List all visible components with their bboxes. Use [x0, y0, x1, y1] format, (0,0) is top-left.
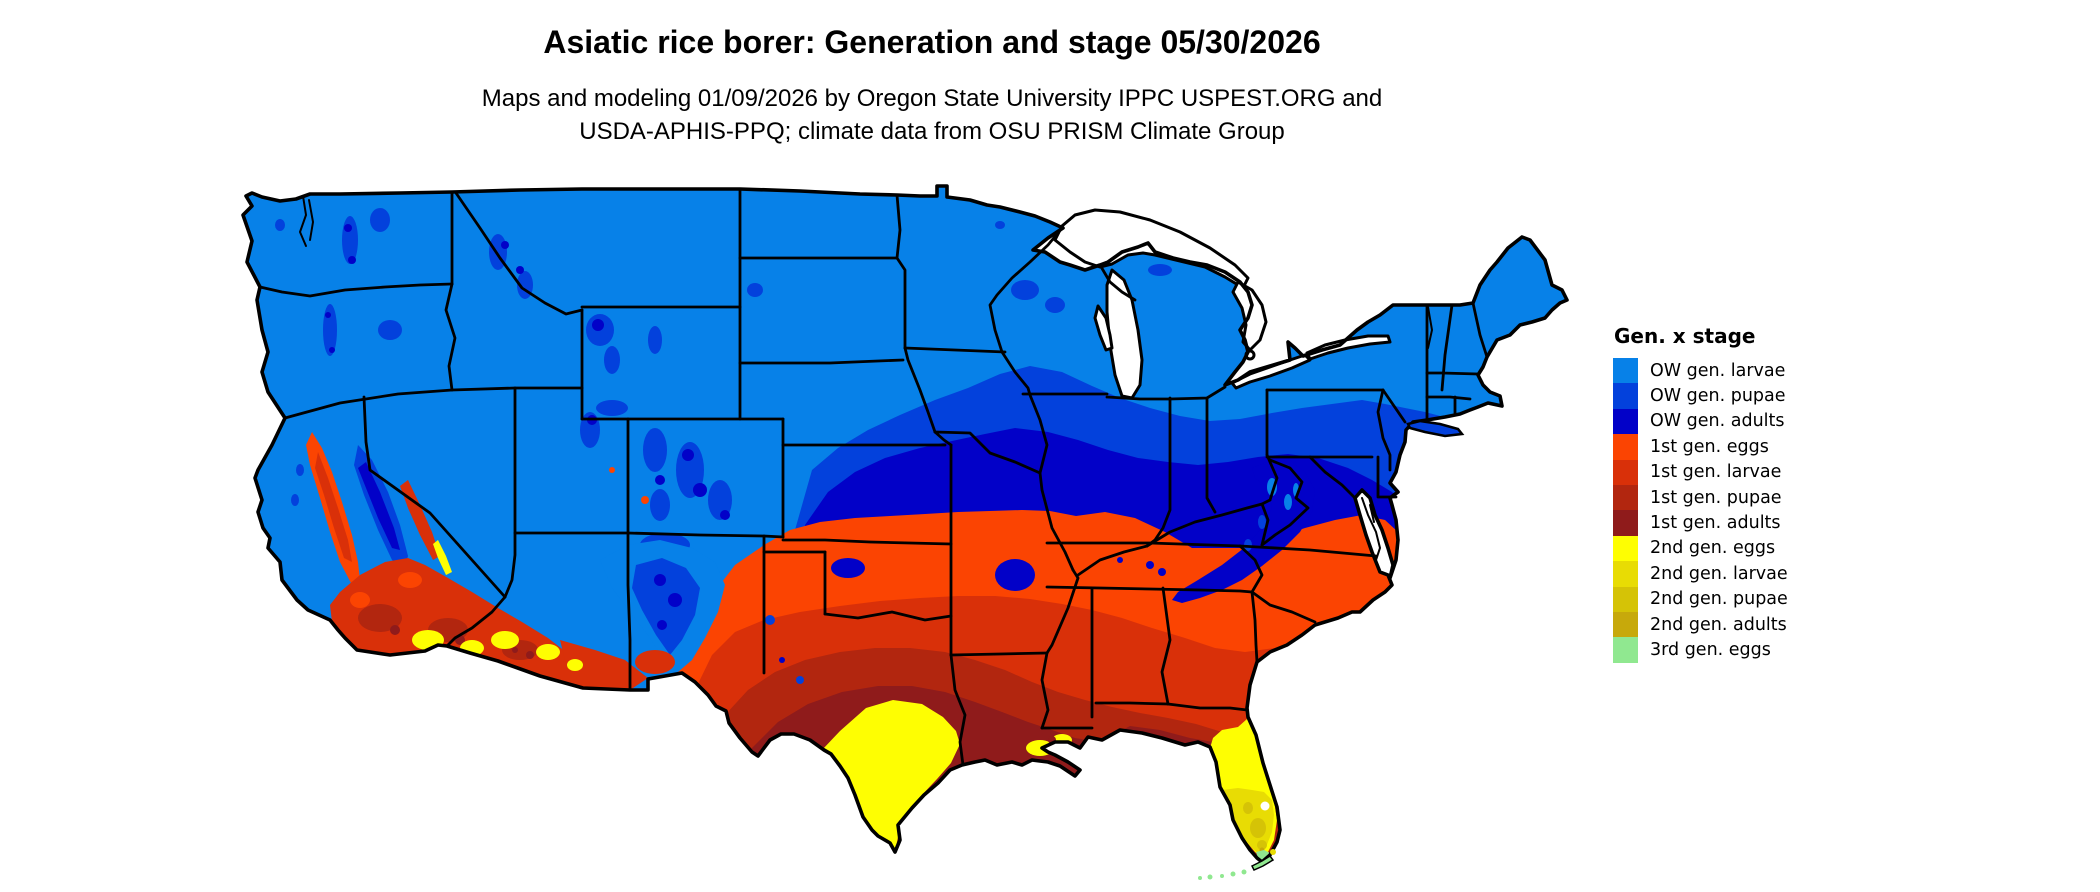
map-title: Asiatic rice borer: Generation and stage…: [543, 24, 1321, 60]
legend-swatch: [1613, 561, 1638, 587]
us-outline: [241, 184, 1569, 864]
legend-swatch: [1613, 383, 1638, 409]
legend-entry: 1st gen. eggs: [1613, 434, 1788, 460]
water-details: [298, 195, 1434, 561]
lake-champlain: [1427, 306, 1434, 349]
legend-entry: 2nd gen. pupae: [1613, 586, 1788, 612]
map-subtitle-line1: Maps and modeling 01/09/2026 by Oregon S…: [481, 85, 1383, 112]
legend-label: OW gen. larvae: [1650, 360, 1786, 381]
lake-ontario: [1305, 334, 1392, 361]
legend-rows: OW gen. larvae OW gen. pupae OW gen. adult…: [1613, 358, 1788, 663]
legend-swatch: [1613, 637, 1638, 663]
legend-label: 3rd gen. eggs: [1650, 639, 1771, 660]
legend: Gen. x stage OW gen. larvae OW gen. pupae…: [1613, 324, 1788, 663]
green-bay: [1093, 304, 1114, 352]
legend-swatch: [1613, 459, 1638, 485]
legend-entry: 2nd gen. eggs: [1613, 535, 1788, 562]
legend-label: 2nd gen. larvae: [1650, 563, 1788, 584]
legend-entry: OW gen. pupae: [1613, 383, 1788, 409]
legend-label: 2nd gen. eggs: [1650, 538, 1776, 559]
legend-swatch: [1613, 358, 1638, 384]
legend-swatch: [1613, 611, 1638, 638]
legend-label: 2nd gen. pupae: [1650, 589, 1788, 610]
long-island: [1406, 419, 1465, 438]
legend-entry: 1st gen. adults: [1613, 510, 1788, 536]
legend-title: Gen. x stage: [1614, 324, 1756, 348]
legend-entry: OW gen. adults: [1613, 408, 1788, 435]
legend-entry: 2nd gen. larvae: [1613, 561, 1788, 587]
map-subtitle: Maps and modeling 01/09/2026 by Oregon S…: [0, 82, 1864, 148]
chesapeake-bay: [1361, 497, 1382, 561]
legend-label: OW gen. adults: [1650, 411, 1785, 432]
map-subtitle-line2: USDA-APHIS-PPQ; climate data from OSU PR…: [579, 118, 1285, 145]
legend-entry: 2nd gen. adults: [1613, 611, 1788, 638]
legend-swatch: [1613, 535, 1638, 562]
legend-entry: 1st gen. larvae: [1613, 459, 1788, 485]
legend-entry: 3rd gen. eggs: [1613, 637, 1788, 663]
legend-label: 1st gen. larvae: [1650, 462, 1782, 483]
legend-entry: OW gen. larvae: [1613, 358, 1788, 384]
puget-sound: [298, 195, 315, 247]
legend-label: 2nd gen. adults: [1650, 614, 1787, 635]
legend-swatch: [1613, 434, 1638, 460]
legend-label: 1st gen. pupae: [1650, 487, 1782, 508]
legend-swatch: [1613, 586, 1638, 612]
legend-label: OW gen. pupae: [1650, 386, 1786, 407]
state-borders: [258, 187, 1489, 767]
legend-swatch: [1613, 408, 1638, 435]
legend-swatch: [1613, 510, 1638, 536]
legend-label: 1st gen. eggs: [1650, 436, 1769, 457]
legend-swatch: [1613, 484, 1638, 511]
legend-entry: 1st gen. pupae: [1613, 484, 1788, 511]
legend-label: 1st gen. adults: [1650, 513, 1781, 534]
florida-keys: [1198, 849, 1276, 880]
